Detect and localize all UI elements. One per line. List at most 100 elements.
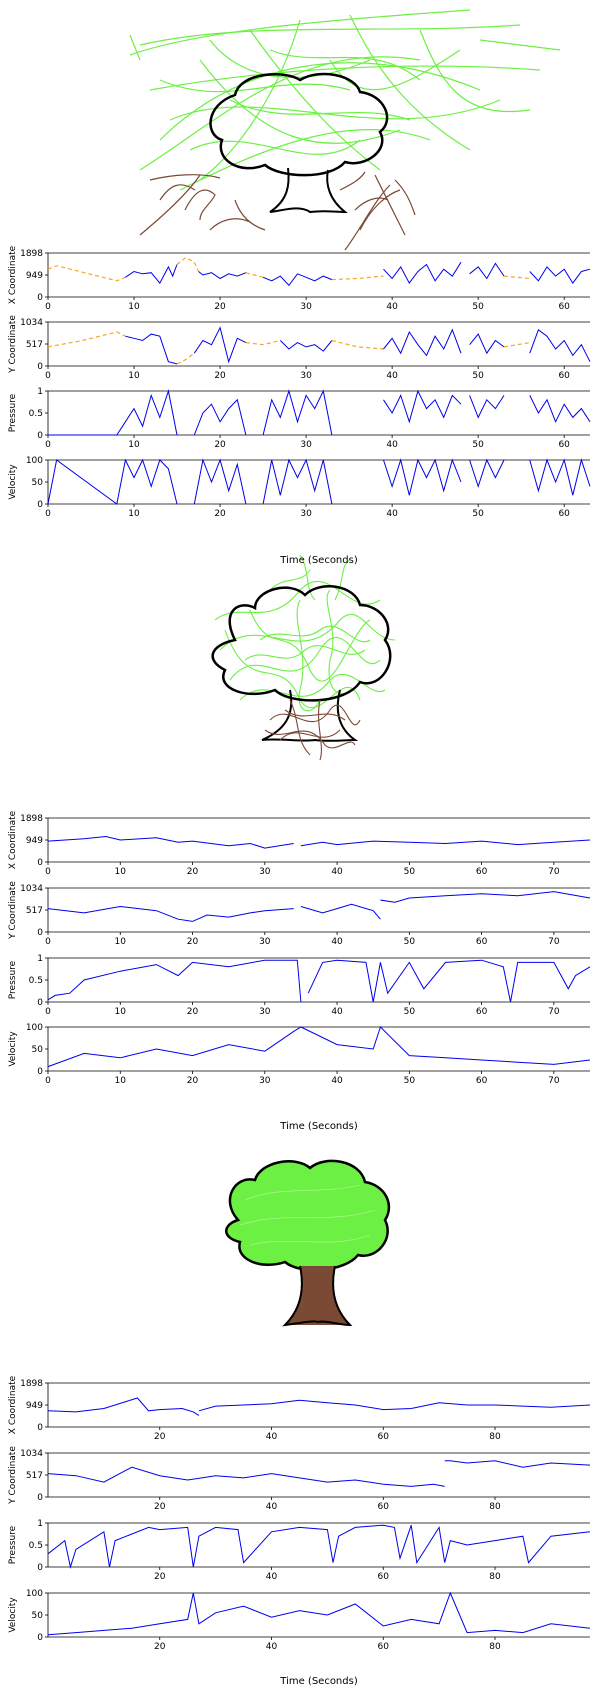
pen-down-segment-3 [383, 458, 462, 496]
panel-pressure: 0 0.5 1 20 40 60 80 Pressure [8, 1519, 591, 1582]
x-tick-label: 50 [472, 440, 484, 450]
x-tick-label: 10 [115, 937, 127, 947]
y-tick-label: 50 [32, 1611, 44, 1621]
y-axis-label: Y Coordinate [8, 315, 18, 374]
pen-down-segment-3 [383, 389, 462, 424]
x-tick-label: 30 [300, 509, 312, 519]
x-tick-label: 20 [187, 867, 199, 877]
pen-down-segment-0 [47, 835, 294, 849]
pen-up-segment-6 [331, 275, 384, 281]
x-tick-label: 60 [558, 302, 570, 312]
x-tick-label: 70 [548, 1076, 560, 1086]
x-tick-label: 80 [489, 1572, 501, 1582]
pen-up-segment-4 [245, 272, 264, 278]
x-tick-label: 0 [45, 509, 51, 519]
pen-down-segment-0 [47, 1397, 200, 1416]
y-axis-label: Y Coordinate [8, 1446, 18, 1505]
x-tick-label: 40 [386, 509, 398, 519]
y-tick-label: 50 [32, 478, 44, 488]
y-tick-label: 949 [26, 836, 43, 846]
x-tick-label: 30 [259, 1007, 271, 1017]
x-tick-label: 20 [214, 371, 226, 381]
x-tick-label: 30 [300, 371, 312, 381]
tree-drawing-3 [225, 1159, 391, 1327]
y-tick-label: 100 [26, 1589, 43, 1599]
x-tick-label: 0 [45, 937, 51, 947]
panel-velocity: 0 50 100 20 40 60 80 Velocity [8, 1589, 591, 1652]
x-tick-label: 40 [266, 1572, 278, 1582]
x-tick-label: 10 [115, 1007, 127, 1017]
x-tick-label: 30 [259, 867, 271, 877]
x-tick-label: 20 [214, 509, 226, 519]
panel-y-coordinate: 0 517 1034 20 40 60 80 Y Coordinate [8, 1446, 591, 1512]
pen-down-segment-1 [193, 458, 247, 505]
y-tick-label: 100 [26, 1023, 43, 1033]
y-tick-label: 1034 [20, 884, 43, 894]
tree-trunk-scribble-2 [264, 699, 361, 761]
x-tick-label: 10 [128, 440, 140, 450]
x-tick-label: 40 [386, 440, 398, 450]
x-tick-label: 10 [128, 371, 140, 381]
panel-x-coordinate: 0 949 1898 20 40 60 80 X Coordinate [8, 1375, 591, 1442]
tree-trunk-scribble-1 [139, 171, 416, 251]
pen-down-segment-3 [193, 326, 247, 364]
x-tick-label: 40 [331, 1007, 343, 1017]
x-tick-label: 40 [266, 1432, 278, 1442]
y-axis-label: X Coordinate [8, 810, 18, 869]
x-tick-label: 40 [266, 1502, 278, 1512]
x-tick-label: 30 [300, 440, 312, 450]
x-tick-label: 60 [558, 371, 570, 381]
x-tick-label: 40 [386, 302, 398, 312]
x-tick-label: 70 [548, 1007, 560, 1017]
y-axis-label: X Coordinate [8, 1375, 18, 1434]
pen-down-segment-0 [47, 1524, 591, 1569]
x-tick-label: 50 [404, 1007, 416, 1017]
pen-down-segment-0 [47, 1026, 591, 1068]
x-tick-label: 50 [472, 509, 484, 519]
pen-down-segment-1 [300, 839, 591, 847]
y-tick-label: 949 [26, 1401, 43, 1411]
tree-trunk-fill-3 [285, 1266, 350, 1325]
pen-down-segment-0 [48, 389, 178, 436]
pen-down-segment-0 [47, 458, 178, 505]
x-tick-label: 30 [259, 937, 271, 947]
x-tick-label: 60 [476, 1076, 488, 1086]
pen-down-segment-1 [444, 1460, 591, 1468]
y-tick-label: 0 [37, 1423, 43, 1433]
pen-down-segment-1 [307, 959, 591, 1003]
y-axis-label: X Coordinate [8, 245, 18, 304]
x-tick-label: 20 [154, 1642, 166, 1652]
x-tick-label: 40 [386, 371, 398, 381]
tree-trunk-outline-2 [261, 689, 359, 742]
y-tick-label: 1 [37, 387, 43, 397]
x-tick-label: 20 [214, 302, 226, 312]
x-tick-label: 50 [404, 1076, 416, 1086]
pen-down-segment-7 [383, 328, 462, 357]
pen-down-segment-0 [47, 959, 302, 1003]
x-tick-label: 0 [45, 1076, 51, 1086]
y-axis-label: Velocity [8, 464, 18, 500]
x-tick-label: 20 [187, 937, 199, 947]
y-tick-label: 0 [37, 431, 43, 441]
tree-canopy-outline-3 [225, 1159, 391, 1272]
pen-down-segment-2 [262, 458, 333, 505]
y-tick-label: 100 [26, 456, 43, 466]
x-tick-label: 10 [128, 509, 140, 519]
pen-down-segment-4 [469, 458, 505, 489]
chart-3: 0 949 1898 20 40 60 80 X Coordinate 0 517 1034 20 40… [8, 1375, 591, 1687]
y-tick-label: 0 [37, 1633, 43, 1643]
tree-canopy-scribble-2 [214, 554, 396, 712]
x-tick-label: 60 [378, 1432, 390, 1442]
y-tick-label: 949 [26, 271, 43, 281]
x-tick-label: 40 [331, 1076, 343, 1086]
x-tick-label: 50 [404, 867, 416, 877]
x-tick-label: 0 [45, 1007, 51, 1017]
tree-trunk-outline-3 [282, 1265, 353, 1327]
y-tick-label: 0.5 [29, 976, 43, 986]
